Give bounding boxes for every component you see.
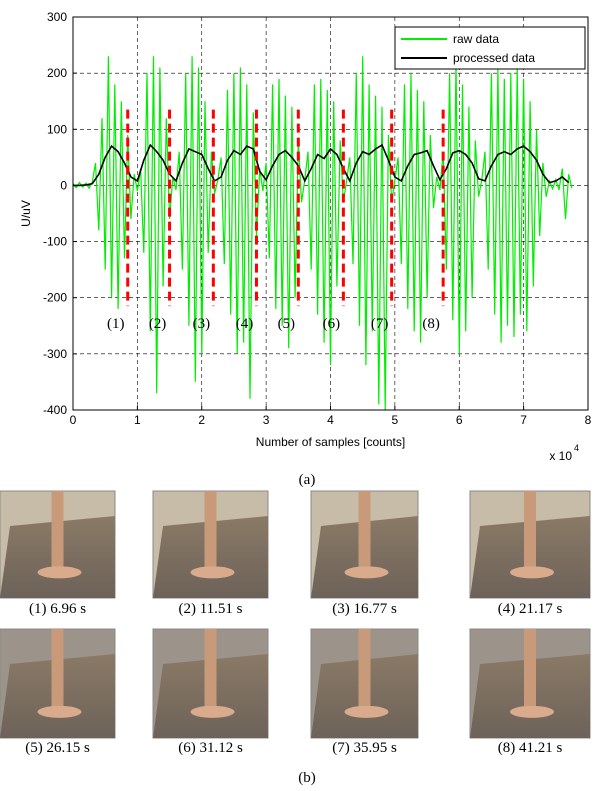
photo-foot (345, 706, 389, 718)
legend-label: raw data (453, 32, 499, 46)
marker-label: (7) (371, 316, 389, 332)
y-axis-label: U/uV (19, 200, 33, 227)
x-tick-label: 8 (585, 413, 592, 427)
photo-leg (524, 629, 536, 707)
photo-leg (524, 491, 536, 568)
photo-foot (38, 566, 82, 578)
marker-label: (6) (323, 316, 341, 332)
y-tick-label: -400 (43, 403, 67, 417)
y-tick-label: -100 (43, 235, 67, 249)
photo-leg (359, 629, 371, 707)
x-tick-label: 1 (134, 413, 141, 427)
photo-foot (191, 566, 235, 578)
y-tick-label: 100 (47, 122, 67, 136)
x-multiplier-exponent: 4 (574, 443, 579, 453)
photo-caption: (5) 26.15 s (25, 740, 90, 756)
photo-foot (38, 706, 82, 718)
photo-foot (345, 566, 389, 578)
photo-caption: (2) 11.51 s (178, 601, 242, 617)
y-tick-label: 300 (47, 10, 67, 24)
photo-caption: (6) 31.12 s (178, 740, 243, 756)
photo-leg (359, 491, 371, 568)
y-tick-label: -300 (43, 347, 67, 361)
x-tick-label: 4 (327, 413, 334, 427)
y-tick-label: -200 (43, 291, 67, 305)
x-tick-label: 7 (520, 413, 527, 427)
legend-label: processed data (453, 51, 535, 65)
photo-caption: (8) 41.21 s (498, 740, 563, 756)
photo-leg (52, 491, 64, 568)
x-tick-label: 0 (70, 413, 77, 427)
photo-foot (510, 566, 554, 578)
panel-label: (b) (298, 770, 316, 786)
marker-label: (8) (422, 316, 440, 332)
marker-label: (5) (278, 316, 296, 332)
data-line (73, 145, 569, 185)
photo-caption: (1) 6.96 s (29, 601, 86, 617)
photo-leg (205, 629, 217, 707)
figure: (a) (b) (1) 6.96 s (2) 11.51 s (3) 16.77 s… (0, 0, 607, 791)
photo-leg (205, 491, 217, 568)
x-axis-label: Number of samples [counts] (256, 435, 405, 449)
photo-foot (510, 706, 554, 718)
marker-label: (2) (149, 316, 167, 332)
panel-label: (a) (299, 472, 316, 488)
x-multiplier: x 10 (549, 449, 572, 463)
y-tick-label: 200 (47, 66, 67, 80)
marker-label: (3) (193, 316, 211, 332)
photo-grid: (1) 6.96 s (2) 11.51 s (3) 16.77 s (4) 21.1… (0, 491, 590, 756)
x-tick-label: 6 (456, 413, 463, 427)
photo-caption: (7) 35.95 s (332, 740, 397, 756)
x-tick-label: 5 (392, 413, 399, 427)
photo-caption: (4) 21.17 s (498, 601, 563, 617)
photo-leg (52, 629, 64, 707)
marker-label: (4) (236, 316, 254, 332)
photo-foot (191, 706, 235, 718)
x-tick-label: 3 (263, 413, 270, 427)
y-tick-label: 0 (60, 178, 67, 192)
marker-label: (1) (107, 316, 125, 332)
photo-caption: (3) 16.77 s (332, 601, 397, 617)
x-tick-label: 2 (198, 413, 205, 427)
data-line (73, 56, 572, 410)
